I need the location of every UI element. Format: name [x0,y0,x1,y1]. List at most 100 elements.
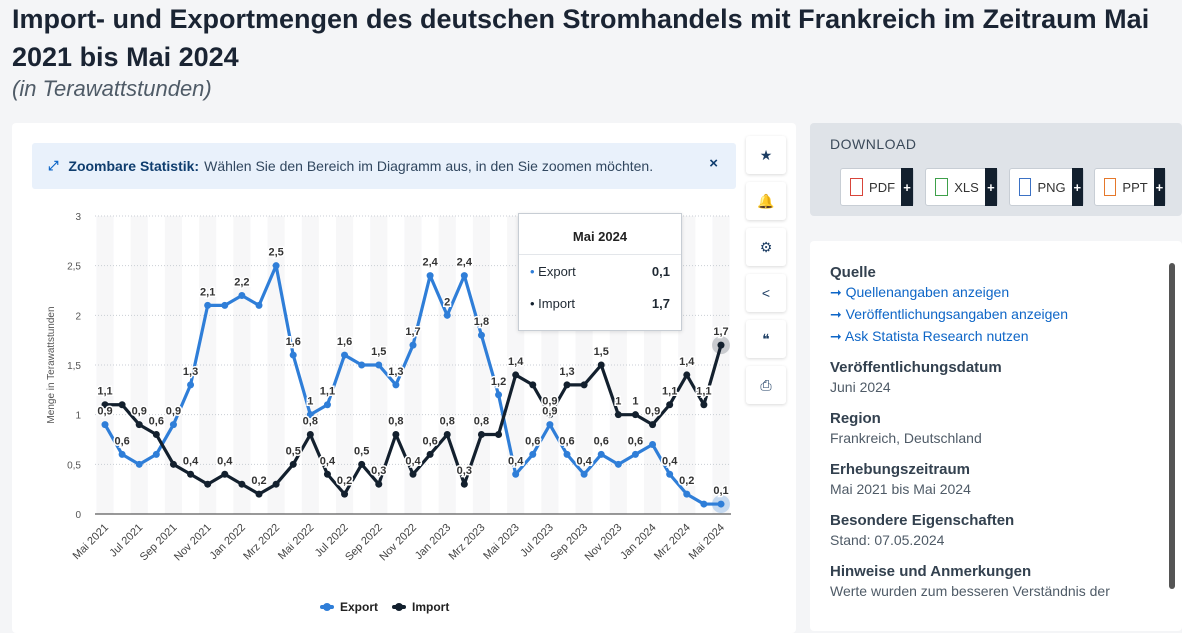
plot-band [438,216,456,514]
data-point-export [341,351,349,359]
data-label-import: 0,6 [422,435,437,447]
data-label-export: 1,3 [388,366,403,378]
data-label-import: 0,8 [303,416,318,428]
source-heading: Quelle [830,264,876,281]
plot-band [301,216,319,514]
data-label-import: 0,9 [542,396,557,408]
data-point-export [204,301,212,309]
data-label-export: 2,5 [268,247,283,259]
page-subtitle: (in Terawattstunden) [12,76,212,101]
data-point-export [597,450,605,458]
chart-tooltip: Mai 2024 • Export 0,1 • Import 1,7 [518,213,682,331]
x-tick-label: Mrz 2024 [652,522,693,563]
data-point-import [392,431,400,439]
x-tick-label: Mai 2024 [687,522,727,562]
data-label-export: 1,5 [371,346,386,358]
data-point-export [563,450,571,458]
legend-swatch-import [392,603,407,611]
download-title: DOWNLOAD [830,136,917,152]
data-label-import: 1,3 [559,366,574,378]
download-ppt-label: PPT [1122,179,1148,195]
data-point-export [289,351,297,359]
data-point-import [358,460,366,468]
y-tick-label: 2,5 [67,262,81,273]
data-point-import [255,490,263,498]
download-xls-button[interactable]: XLS + [925,168,998,206]
plot-band [267,216,285,514]
special-value: Stand: 07.05.2024 [830,532,945,548]
link-text: Quellenangaben anzeigen [845,284,1010,300]
period-value: Mai 2021 bis Mai 2024 [830,481,971,497]
data-point-import [443,431,451,439]
download-ppt-button[interactable]: PPT + [1094,168,1166,206]
gear-icon[interactable]: ⚙ [746,228,786,266]
y-tick-label: 2 [75,311,81,322]
data-label-import: 1,1 [696,386,711,398]
y-tick-label: 0,5 [67,460,81,471]
data-label-import: 1,7 [713,326,728,338]
close-icon[interactable]: × [709,155,718,172]
pdf-file-icon [850,178,864,196]
bell-icon[interactable]: 🔔 [746,182,786,220]
data-point-export [358,361,366,369]
data-point-export [323,401,331,409]
page-title: Import- und Exportmengen des deutschen S… [12,4,1150,72]
legend-label-export: Export [340,600,379,614]
data-point-import [563,381,571,389]
data-label-export: 1,6 [337,336,352,348]
data-label-import: 0,9 [645,406,660,418]
data-label-export: 1,6 [286,336,301,348]
data-label-export: 0,2 [679,475,694,487]
data-label-export: 2,1 [200,286,215,298]
data-label-export: 1 [307,396,313,408]
line-chart[interactable]: 0 0,5 1 1,5 2 2,5 3 Menge in Terawattstunden Mai… [0,0,796,621]
data-point-import [700,401,708,409]
special-heading: Besondere Eigenschaften [830,512,1015,529]
data-label-import: 0,8 [474,416,489,428]
data-label-import: 1,1 [662,386,677,398]
quote-icon[interactable]: ❝ [746,320,786,358]
y-tick-label: 1 [75,411,81,422]
data-point-export [631,450,639,458]
png-file-icon [1019,178,1032,196]
chart-card: ⤢ Zoombare Statistik: Wählen Sie den Ber… [12,123,796,633]
print-icon[interactable]: ⎙ [746,366,786,404]
legend-item-import[interactable]: Import [392,600,449,614]
data-label-export: 0,6 [114,435,129,447]
download-pdf-button[interactable]: PDF + [840,168,914,206]
star-icon[interactable]: ★ [746,136,786,174]
data-point-export [101,421,109,429]
scrollbar[interactable] [1169,263,1175,589]
data-point-export [529,450,537,458]
data-label-export: 1,2 [491,376,506,388]
download-xls-label: XLS [954,179,979,195]
tooltip-export-value: 0,1 [651,263,670,279]
data-point-export [221,301,229,309]
chart-legend: Export Import [320,600,449,614]
data-point-import [529,381,537,389]
ppt-file-icon [1104,178,1117,196]
x-tick-label: Nov 2023 [583,522,625,564]
link-publication-details[interactable]: ➞ Veröffentlichungsangaben anzeigen [830,306,1068,322]
data-point-import [341,490,349,498]
data-label-export: 0,4 [662,455,678,467]
link-source-details[interactable]: ➞ Quellenangaben anzeigen [830,284,1010,300]
data-label-export: 0,6 [628,435,643,447]
zoom-hint-text: Wählen Sie den Bereich im Diagramm aus, … [204,158,654,174]
data-label-import: 0,5 [354,445,369,457]
data-point-import [289,460,297,468]
legend-item-export[interactable]: Export [320,600,378,614]
data-point-import [152,431,160,439]
data-point-import [580,381,588,389]
x-tick-label: Nov 2022 [377,522,419,564]
data-label-export: 0,9 [166,406,181,418]
link-research[interactable]: ➞ Ask Statista Research nutzen [830,328,1029,344]
download-png-button[interactable]: PNG + [1009,168,1084,206]
data-point-import [460,480,468,488]
data-label-import: 0,9 [132,406,147,418]
share-icon[interactable]: < [746,274,786,312]
tooltip-title: Mai 2024 [519,214,681,255]
data-point-export [409,341,417,349]
data-point-export [477,331,485,339]
data-point-export [512,470,520,478]
